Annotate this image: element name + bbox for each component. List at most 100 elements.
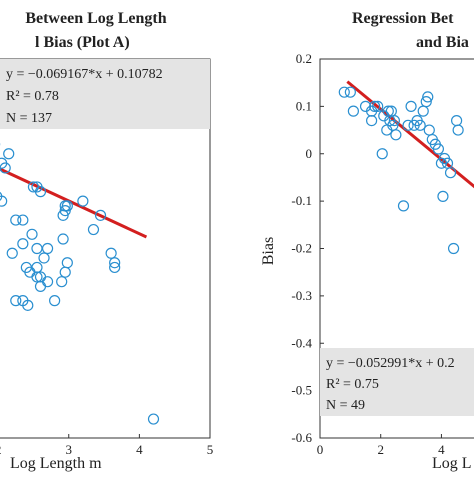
right-data-point: [366, 114, 378, 127]
right-data-point: [344, 86, 356, 98]
right-x-tick-label: 2: [377, 442, 384, 457]
right-points: [338, 86, 464, 255]
right-y-tick-label: -0.6: [291, 430, 312, 445]
left-data-point: [41, 242, 54, 255]
left-x-axis-label: Log Length m: [10, 455, 102, 472]
left-stats-box: [0, 59, 210, 129]
left-data-point: [109, 257, 121, 269]
right-x-tick-label: 4: [438, 442, 445, 457]
left-data-point: [59, 266, 71, 278]
right-stats-r2: R² = 0.75: [326, 377, 379, 392]
right-x-axis-label: Log L: [432, 455, 472, 472]
right-data-point: [422, 91, 434, 103]
left-data-point: [109, 261, 121, 274]
left-data-point: [3, 148, 15, 160]
right-data-point: [417, 105, 429, 117]
right-title-line-1: Regression Bet: [352, 10, 454, 27]
right-data-point: [432, 143, 444, 155]
left-data-point: [0, 162, 11, 174]
right-data-point: [447, 242, 460, 255]
left-data-point: [41, 276, 54, 288]
right-y-tick-label: 0.2: [296, 51, 312, 66]
left-title-line-1: Between Log Length: [25, 10, 166, 27]
left-data-point: [17, 238, 29, 250]
right-plot: Regression Bet and Bia y = −0.052991*x +…: [260, 10, 474, 472]
left-data-point: [56, 276, 68, 288]
right-axes: [319, 58, 474, 439]
left-x-tick-label: 4: [136, 442, 143, 457]
right-y-axis-label: Bias: [260, 237, 277, 265]
left-plot: Between Log Length l Bias (Plot A) y = −…: [0, 10, 213, 472]
right-stats-box: [320, 348, 474, 416]
right-y-tick-labels: 0.2 0.1 0 -0.1 -0.2 -0.3 -0.4 -0.5 -0.6: [291, 51, 312, 445]
right-data-point: [338, 86, 350, 98]
left-x-tick-label: 2: [0, 442, 1, 457]
right-y-tick-label: -0.5: [291, 383, 312, 398]
left-regression-line: [0, 167, 148, 239]
right-regression-line: [346, 80, 474, 189]
right-x-tick-label: 0: [317, 442, 324, 457]
left-data-point: [61, 200, 73, 212]
left-data-point: [27, 181, 40, 193]
left-title-line-2: l Bias (Plot A): [35, 34, 130, 51]
right-regression-segment: [346, 80, 474, 189]
left-points: [0, 142, 160, 425]
left-data-point: [94, 209, 107, 221]
right-data-point: [369, 100, 381, 112]
left-data-point: [49, 295, 61, 307]
right-data-point: [397, 200, 410, 212]
left-data-point: [10, 295, 22, 307]
right-data-point: [451, 114, 463, 127]
right-data-point: [420, 96, 432, 108]
left-data-point: [57, 233, 69, 245]
right-y-tick-label: -0.4: [291, 335, 312, 350]
right-data-point: [444, 167, 457, 179]
right-data-point: [437, 190, 449, 202]
left-data-point: [31, 271, 43, 283]
right-stats-n: N = 49: [326, 398, 365, 413]
left-data-point: [87, 223, 100, 236]
right-data-point: [372, 100, 384, 112]
right-y-tick-label: 0.1: [296, 98, 312, 113]
right-data-point: [390, 129, 402, 141]
left-data-point: [105, 247, 117, 259]
right-data-point: [347, 105, 359, 117]
right-data-point: [387, 119, 399, 131]
left-x-tick-labels: 2 3 4 5: [0, 442, 213, 457]
right-data-point: [376, 148, 388, 160]
left-data-point: [77, 195, 89, 207]
left-stats-r2: R² = 0.78: [6, 89, 59, 104]
left-data-point: [10, 214, 22, 226]
left-x-tick-label: 3: [66, 442, 73, 457]
right-data-point: [452, 124, 464, 136]
right-y-tick-label: 0: [306, 146, 313, 161]
left-data-point: [61, 257, 73, 269]
left-data-point: [26, 228, 38, 240]
left-data-point: [17, 295, 29, 307]
right-data-point: [388, 114, 400, 127]
left-data-point: [38, 252, 50, 264]
right-data-point: [402, 119, 414, 131]
left-data-point: [31, 261, 43, 274]
left-stats-equation: y = −0.069167*x + 0.10782: [6, 67, 163, 82]
left-data-point: [31, 242, 43, 255]
left-data-point: [17, 214, 29, 226]
right-title-line-2: and Bia: [416, 34, 469, 51]
left-stats-n: N = 137: [6, 111, 52, 126]
right-y-tick-label: -0.3: [291, 288, 312, 303]
left-data-point: [6, 247, 18, 259]
left-x-tick-label: 5: [207, 442, 214, 457]
right-data-point: [423, 124, 435, 136]
right-y-tick-label: -0.1: [291, 193, 312, 208]
left-data-point: [147, 413, 160, 425]
right-data-point: [405, 100, 417, 112]
right-data-point: [414, 119, 426, 131]
left-data-point: [57, 209, 69, 221]
right-y-tick-label: -0.2: [291, 241, 312, 256]
left-data-point: [34, 280, 47, 292]
left-regression-segment: [0, 167, 148, 239]
right-stats-equation: y = −0.052991*x + 0.2: [326, 356, 455, 371]
right-x-tick-labels: 0 2 4: [317, 442, 445, 457]
left-data-point: [0, 195, 8, 207]
